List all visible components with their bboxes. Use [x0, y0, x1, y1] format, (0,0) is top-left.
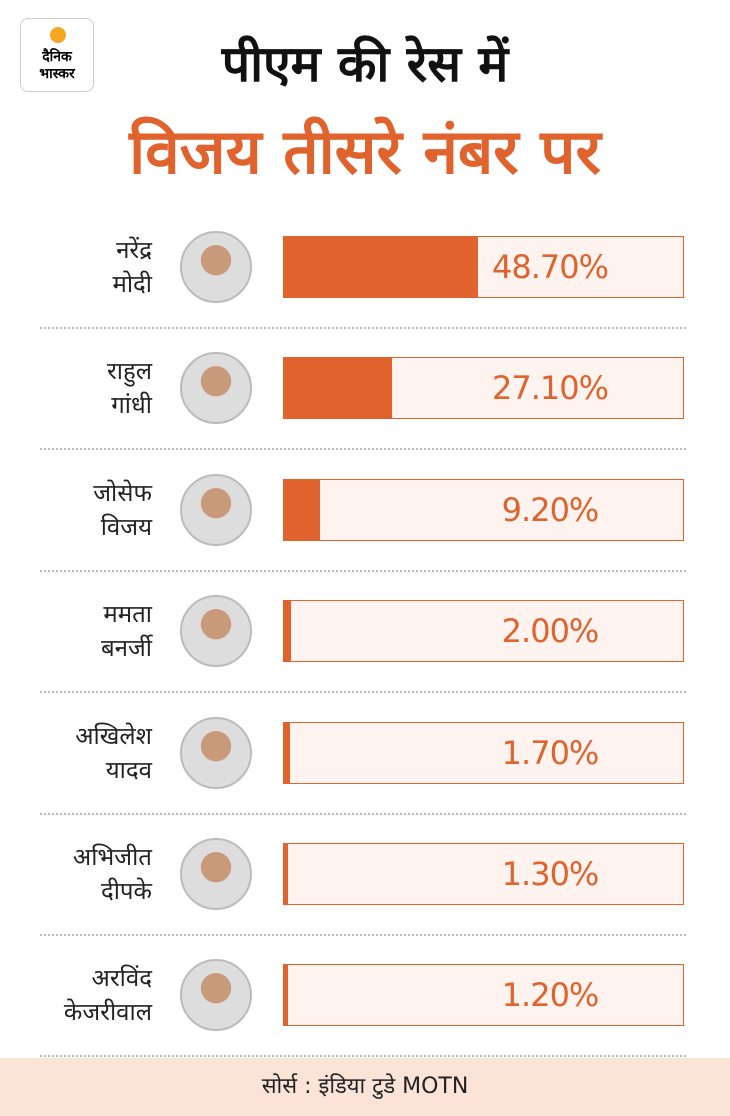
photo: [180, 716, 252, 789]
value-label: 48.70%: [491, 248, 609, 286]
value-label: 1.20%: [501, 976, 600, 1015]
chart-title: पीएम की रेस में: [221, 35, 509, 93]
value-label: 1.30%: [501, 855, 600, 893]
category-label: जोसेफ विजय: [93, 478, 152, 541]
category-label: अरविंद केजरीवाल: [63, 964, 152, 1027]
bar: [283, 357, 392, 420]
category-label: ममता बनर्जी: [100, 600, 152, 663]
chart-subtitle: विजय तीसरे नंबर पर: [129, 115, 601, 188]
bar: [283, 721, 290, 784]
separator: [40, 569, 686, 572]
separator: [40, 1055, 686, 1058]
value-label: 27.10%: [491, 369, 609, 408]
bar: [283, 600, 292, 663]
category-label: अखिलेश यादव: [75, 721, 152, 784]
photo: [180, 231, 252, 303]
bar-track: [283, 600, 684, 663]
separator: [40, 934, 686, 936]
bar-track: [283, 964, 684, 1027]
separator: [40, 691, 686, 694]
bar-track: [283, 721, 684, 784]
category-label: अभिजीत दीपके: [72, 843, 152, 905]
bar-track: [283, 843, 684, 905]
bar: [283, 843, 289, 905]
source: सोर्स : इंडिया टुडे MOTN: [0, 1058, 730, 1116]
logo: दैनिक भास्कर: [20, 18, 94, 92]
value-label: 9.20%: [501, 490, 600, 529]
bar: [283, 478, 320, 541]
photo: [180, 352, 252, 425]
photo: [180, 473, 252, 546]
separator: [40, 812, 686, 815]
bar: [283, 964, 288, 1027]
separator: [40, 448, 686, 451]
photo: [180, 595, 252, 668]
photo: [180, 838, 252, 910]
value-label: 1.70%: [501, 733, 600, 772]
bar: [283, 236, 479, 298]
category-label: राहुल गांधी: [106, 357, 152, 420]
bar-track: [283, 478, 684, 541]
category-label: नरेंद्र मोदी: [112, 236, 152, 298]
separator: [40, 327, 686, 329]
value-label: 2.00%: [501, 612, 600, 651]
photo: [180, 959, 252, 1032]
